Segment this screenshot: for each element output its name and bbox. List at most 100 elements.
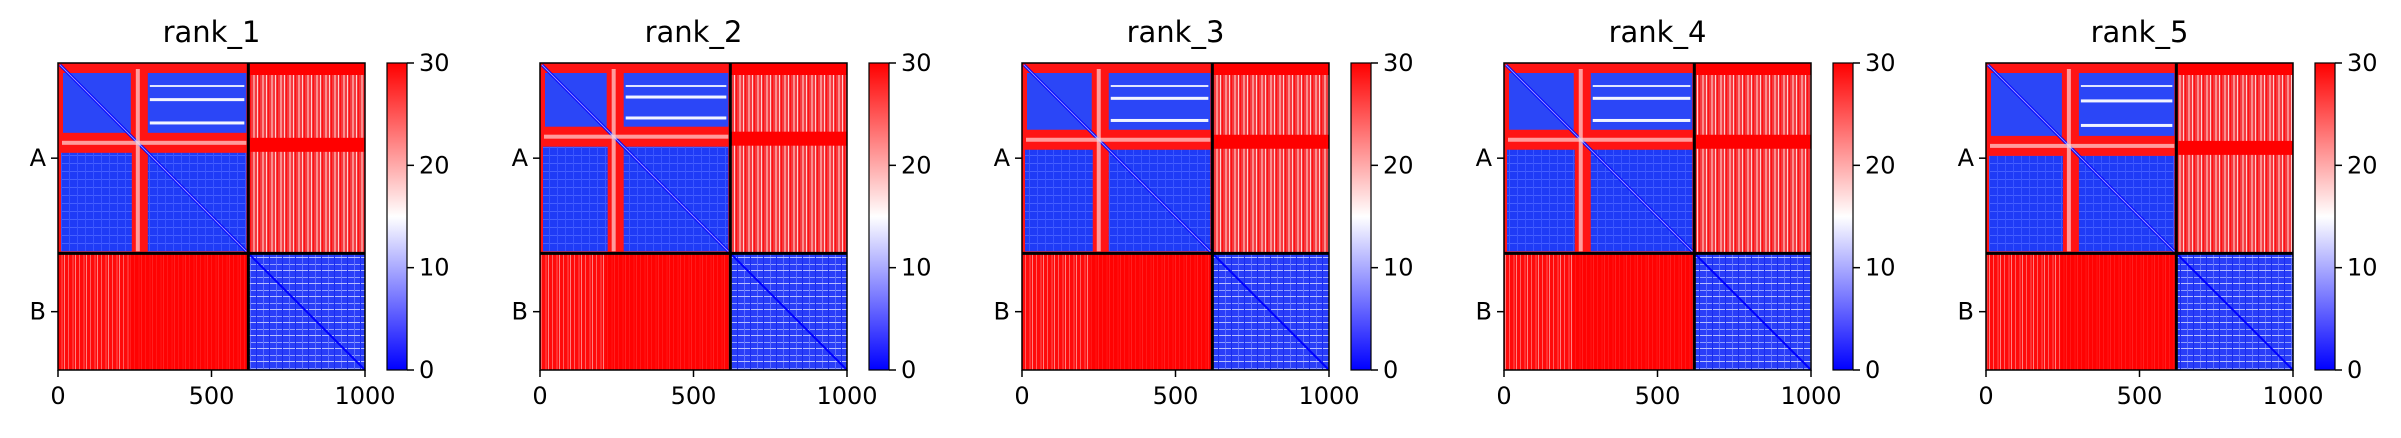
stripe-row bbox=[149, 98, 245, 102]
panel-title: rank_4 bbox=[1609, 15, 1707, 49]
y-tick-label: A bbox=[512, 144, 529, 172]
colorbar-tick-label: 20 bbox=[2347, 151, 2378, 179]
colorbar-tick-label: 10 bbox=[1383, 254, 1414, 282]
panel-title: rank_2 bbox=[645, 15, 743, 49]
y-tick-label: B bbox=[512, 298, 528, 326]
quadrant-ab-mid-band bbox=[248, 137, 365, 152]
x-tick-label: 0 bbox=[1014, 382, 1029, 410]
quadrant-ab-mid-band bbox=[1694, 134, 1811, 149]
x-tick-label: 500 bbox=[671, 382, 717, 410]
panel-title: rank_1 bbox=[163, 15, 261, 49]
y-tick-label: A bbox=[1476, 144, 1493, 172]
cross-vertical bbox=[1578, 69, 1583, 252]
cross-horizontal bbox=[1508, 137, 1693, 142]
stripe-row bbox=[2080, 123, 2173, 127]
colorbar-tick-label: 10 bbox=[1865, 254, 1896, 282]
quadrant-ab-mid-band bbox=[730, 131, 847, 146]
quadrant-ab bbox=[248, 63, 365, 254]
colorbar bbox=[1350, 62, 1372, 371]
y-tick-label: B bbox=[1958, 298, 1974, 326]
quadrant-ba-solid bbox=[605, 253, 731, 370]
cross-horizontal bbox=[1990, 143, 2175, 148]
colorbar bbox=[868, 62, 890, 371]
x-tick-label: 1000 bbox=[1298, 382, 1359, 410]
diagonal-b bbox=[1211, 252, 1330, 371]
panel-rank_5: rank_5 A B 0 500 1000 0 10 20 30 bbox=[1958, 15, 2378, 410]
block-a-lower-left bbox=[61, 152, 132, 252]
colorbar-tick-label: 10 bbox=[901, 254, 932, 282]
x-tick-label: 1000 bbox=[334, 382, 395, 410]
block-a-lower-left bbox=[543, 146, 608, 252]
x-tick-label: 1000 bbox=[1780, 382, 1841, 410]
panel-rank_1: rank_1 A B 0 500 1000 0 10 20 30 bbox=[30, 15, 450, 410]
quadrant-ab-top-band bbox=[1212, 63, 1329, 75]
stripe-row bbox=[1110, 118, 1209, 122]
quadrant-ab bbox=[1694, 63, 1811, 254]
cross-vertical bbox=[135, 69, 140, 252]
x-tick-label: 0 bbox=[1496, 382, 1511, 410]
colorbar-tick-label: 0 bbox=[419, 356, 434, 384]
x-tick-label: 1000 bbox=[2262, 382, 2323, 410]
y-tick-label: B bbox=[994, 298, 1010, 326]
x-tick-label: 0 bbox=[1978, 382, 1993, 410]
colorbar-tick-label: 0 bbox=[1865, 356, 1880, 384]
quadrant-ab bbox=[2176, 63, 2293, 254]
diagonal-b bbox=[247, 252, 366, 371]
cross-vertical bbox=[611, 69, 616, 252]
colorbar-tick-label: 0 bbox=[2347, 356, 2362, 384]
colorbar bbox=[1832, 62, 1854, 371]
colorbar-tick-label: 30 bbox=[2347, 49, 2378, 77]
stripe-row bbox=[625, 116, 727, 120]
diagonal-a-highlight bbox=[541, 64, 729, 252]
stripe-row bbox=[149, 85, 245, 87]
quadrant-ba-solid bbox=[2060, 253, 2177, 370]
colorbar-tick-label: 20 bbox=[901, 151, 932, 179]
diagonal-a-highlight bbox=[1987, 64, 2175, 252]
colorbar-tick-label: 0 bbox=[901, 356, 916, 384]
panel-rank_2: rank_2 A B 0 500 1000 0 10 20 30 bbox=[512, 15, 932, 410]
colorbar-tick-label: 20 bbox=[1383, 151, 1414, 179]
x-tick-label: 0 bbox=[532, 382, 547, 410]
y-tick-label: A bbox=[1958, 144, 1975, 172]
cross-horizontal bbox=[1026, 137, 1211, 142]
quadrant-ab-top-band bbox=[1694, 63, 1811, 75]
stripe-row bbox=[2080, 85, 2173, 87]
cross-vertical bbox=[1096, 69, 1101, 252]
colorbar-tick-label: 20 bbox=[419, 151, 450, 179]
colorbar-tick-label: 30 bbox=[1383, 49, 1414, 77]
quadrant-ba-solid bbox=[1090, 253, 1213, 370]
diagonal-b bbox=[729, 252, 848, 371]
quadrant-ab-mid-band bbox=[1212, 134, 1329, 149]
quadrant-ba-solid bbox=[1572, 253, 1695, 370]
stripe-row bbox=[625, 85, 727, 87]
quadrant-ab-top-band bbox=[248, 63, 365, 75]
colorbar-tick-label: 0 bbox=[1383, 356, 1398, 384]
x-tick-label: 500 bbox=[1635, 382, 1681, 410]
stripe-row bbox=[1592, 96, 1691, 100]
colorbar-tick-label: 20 bbox=[1865, 151, 1896, 179]
stripe-row bbox=[1110, 96, 1209, 100]
colorbar bbox=[386, 62, 408, 371]
stripe-row bbox=[1592, 118, 1691, 122]
quadrant-ab bbox=[1212, 63, 1329, 254]
stripe-row bbox=[1592, 85, 1691, 87]
x-tick-label: 500 bbox=[189, 382, 235, 410]
y-tick-label: A bbox=[30, 144, 47, 172]
y-tick-label: B bbox=[1476, 298, 1492, 326]
colorbar bbox=[2314, 62, 2336, 371]
colorbar-tick-label: 10 bbox=[419, 254, 450, 282]
cross-vertical bbox=[2066, 69, 2071, 252]
quadrant-ab-mid-band bbox=[2176, 140, 2293, 155]
diagonal-a-highlight bbox=[1023, 64, 1211, 252]
block-a-lower-left bbox=[1989, 155, 2063, 252]
quadrant-ab bbox=[730, 63, 847, 254]
stripe-row bbox=[625, 95, 727, 99]
y-tick-label: B bbox=[30, 298, 46, 326]
colorbar-tick-label: 30 bbox=[419, 49, 450, 77]
panel-title: rank_3 bbox=[1127, 15, 1225, 49]
colorbar-tick-label: 30 bbox=[901, 49, 932, 77]
block-a-lower-left bbox=[1025, 149, 1093, 252]
x-tick-label: 0 bbox=[50, 382, 65, 410]
stripe-row bbox=[2080, 99, 2173, 103]
